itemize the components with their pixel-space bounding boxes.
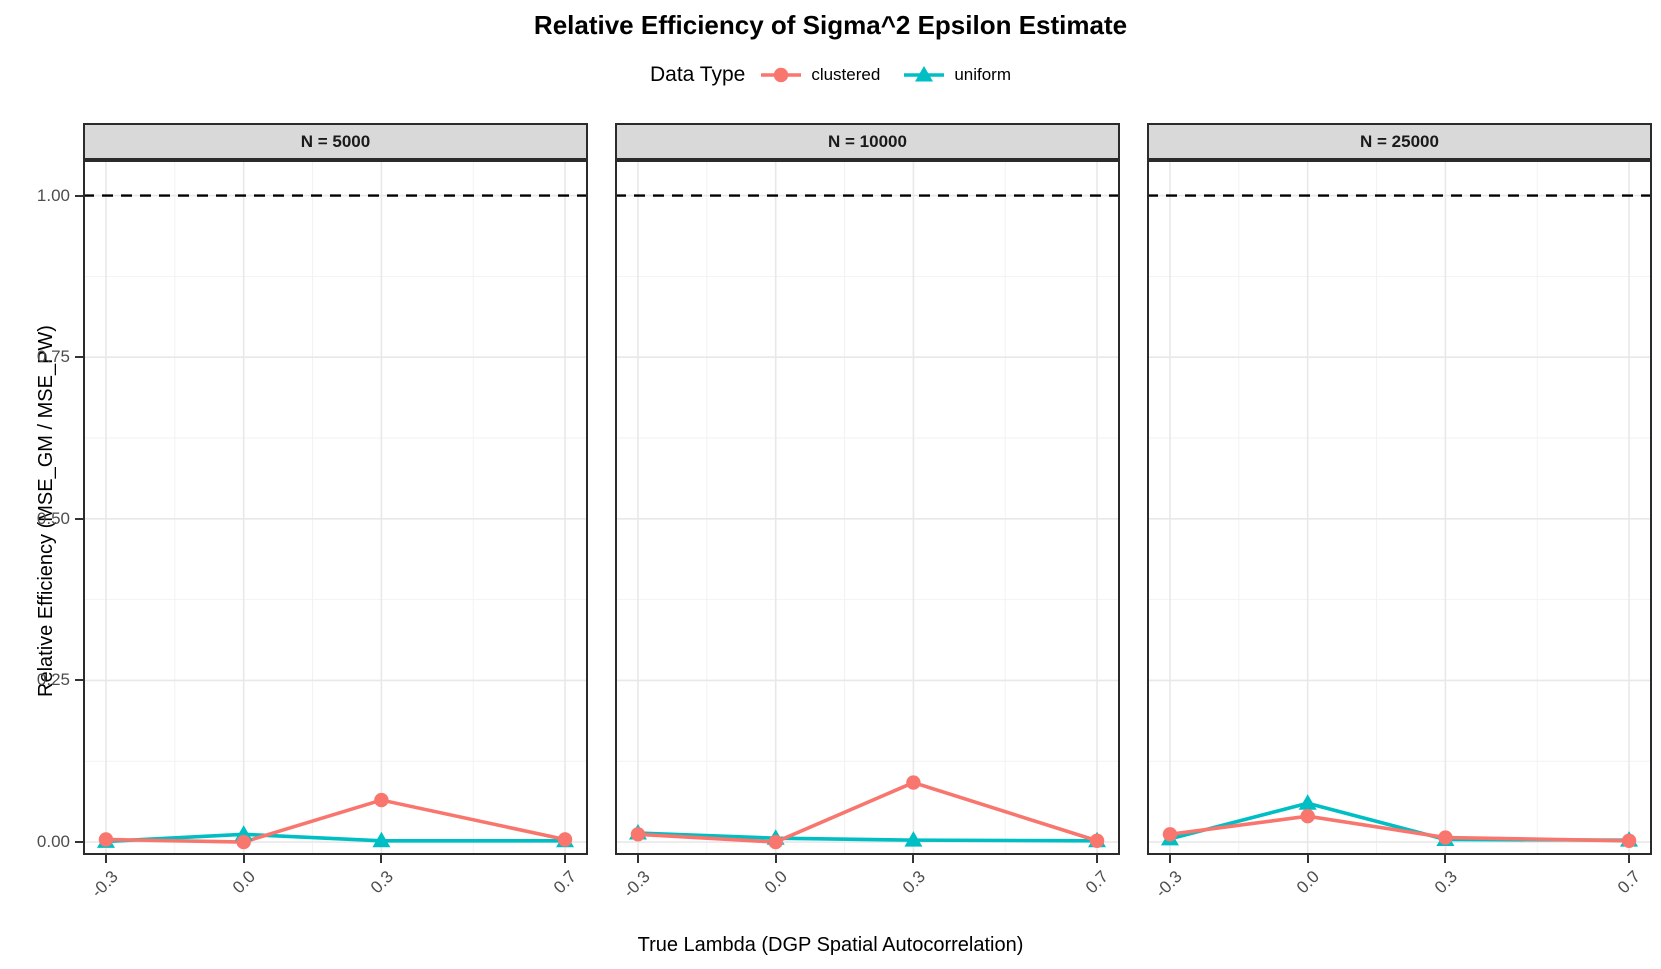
- x-axis-title: True Lambda (DGP Spatial Autocorrelation…: [637, 934, 1024, 956]
- x-axis-tick-label: 0.7: [1082, 867, 1113, 898]
- panel-border: [83, 160, 588, 855]
- x-axis-tick: [774, 855, 777, 863]
- x-axis-tick: [104, 855, 107, 863]
- data-point-clustered: [98, 832, 114, 847]
- series-line-clustered: [637, 780, 1098, 844]
- data-point-clustered: [1089, 833, 1105, 848]
- x-axis-tick: [242, 855, 245, 863]
- x-axis-tick-label: -0.3: [1151, 867, 1186, 902]
- facet-N10000: N = 10000 -0.3 0.0 0.3 0.7: [615, 123, 1120, 923]
- x-axis-tick-label: 0.0: [228, 867, 260, 898]
- facet-N25000: N = 25000 -0.3 0.0 0.3 0.7: [1147, 123, 1652, 923]
- facet-strip: N = 25000: [1147, 123, 1652, 160]
- x-axis-tick: [380, 855, 383, 863]
- data-point-clustered: [630, 827, 646, 842]
- legend-item-uniform: uniform: [902, 64, 1011, 86]
- x-axis-tick-label: 0.0: [760, 867, 792, 898]
- facet-strip: N = 10000: [615, 123, 1120, 160]
- panel-plot-area: [83, 160, 588, 855]
- series-line-clustered: [105, 798, 566, 844]
- data-point-clustered: [557, 832, 573, 847]
- facet-strip-label: N = 5000: [300, 131, 371, 151]
- legend-item-label: uniform: [954, 65, 1011, 84]
- legend: Data Type clustered uniform: [0, 58, 1661, 92]
- data-point-uniform: [1298, 794, 1317, 810]
- legend-key-triangle-icon: [904, 66, 945, 82]
- panel-border: [615, 160, 1120, 855]
- data-point-clustered: [1621, 833, 1637, 848]
- legend-item-clustered: clustered: [759, 64, 880, 86]
- x-axis-tick: [1444, 855, 1447, 863]
- x-axis-tick: [1306, 855, 1309, 863]
- facet-strip-label: N = 25000: [1360, 131, 1439, 151]
- data-point-clustered: [1438, 830, 1453, 845]
- x-axis-tick: [1168, 855, 1171, 863]
- panel-plot-area: [615, 160, 1120, 855]
- series-line-uniform: [637, 831, 1098, 843]
- panel-background: [1147, 160, 1652, 855]
- panel-border: [1147, 160, 1652, 855]
- legend-title: Data Type: [649, 63, 746, 86]
- x-axis-tick-label: 0.3: [1430, 867, 1461, 898]
- facet-N5000: N = 5000 -0.3 0.0 0.3 0.7: [83, 123, 588, 923]
- x-axis-tick: [912, 855, 915, 863]
- series-line-clustered: [1169, 814, 1630, 843]
- legend-item-label: clustered: [811, 65, 881, 84]
- plot-title: Relative Efficiency of Sigma^2 Epsilon E…: [533, 10, 1128, 40]
- panel-plot-area: [1147, 160, 1652, 855]
- facet-strip: N = 5000: [83, 123, 588, 160]
- x-axis-tick-label: 0.3: [898, 867, 929, 898]
- x-axis-tick: [1096, 855, 1099, 863]
- y-axis-tick-label: 0.00: [36, 832, 70, 852]
- data-point-clustered: [768, 834, 783, 850]
- data-point-uniform: [904, 831, 923, 847]
- y-axis-tick-label: 0.75: [36, 347, 70, 367]
- data-point-clustered: [1162, 827, 1178, 842]
- panel-background: [83, 160, 588, 855]
- panel-background: [615, 160, 1120, 855]
- series-line-uniform: [105, 832, 566, 844]
- y-axis-tick: [75, 841, 83, 844]
- y-axis-tick: [75, 194, 83, 197]
- y-axis-tick: [75, 679, 83, 682]
- y-axis-tick: [75, 356, 83, 359]
- y-axis-tick-label: 0.25: [36, 670, 70, 690]
- data-point-clustered: [236, 834, 251, 850]
- legend-key-mark: [915, 66, 934, 82]
- y-axis-tick-label: 0.50: [36, 508, 70, 528]
- legend-items: clustered uniform: [759, 64, 1011, 86]
- x-axis-tick-label: 0.7: [550, 867, 581, 898]
- x-axis-tick-label: 0.0: [1292, 867, 1324, 898]
- x-axis-tick: [636, 855, 639, 863]
- x-axis-tick-label: 0.7: [1614, 867, 1645, 898]
- x-axis-tick-label: 0.3: [366, 867, 397, 898]
- data-point-clustered: [906, 775, 921, 790]
- data-point-clustered: [1300, 809, 1315, 824]
- y-axis-tick: [75, 517, 83, 520]
- facet-strip-label: N = 10000: [828, 131, 907, 151]
- legend-key-circle-icon: [761, 67, 802, 83]
- data-point-clustered: [374, 792, 389, 808]
- y-axis-tick-label: 1.00: [36, 185, 70, 205]
- x-axis-tick-label: -0.3: [87, 867, 122, 902]
- x-axis-tick: [1628, 855, 1631, 863]
- x-axis-tick: [564, 855, 567, 863]
- data-point-uniform: [372, 831, 391, 848]
- legend-key-mark: [774, 67, 789, 83]
- x-axis-tick-label: -0.3: [619, 867, 654, 902]
